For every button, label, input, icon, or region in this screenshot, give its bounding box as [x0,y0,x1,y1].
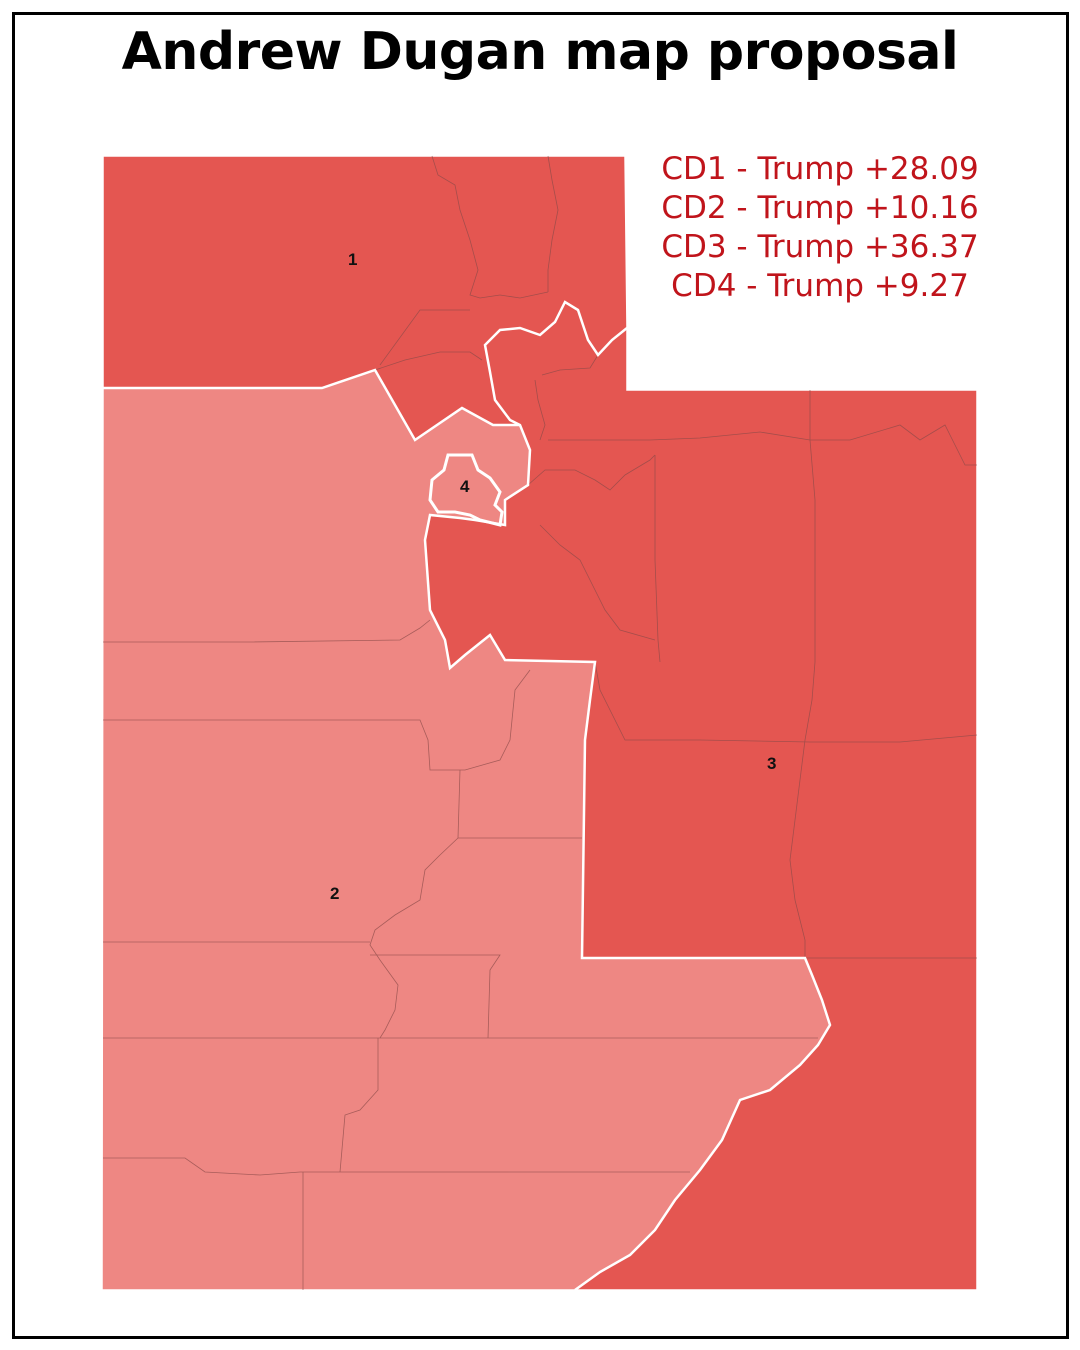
map-title: Andrew Dugan map proposal [121,22,959,82]
legend-cd2: CD2 - Trump +10.16 [661,190,979,226]
district-3-label: 3 [767,754,776,773]
district-4-label: 4 [460,477,470,496]
results-legend: CD1 - Trump +28.09 CD2 - Trump +10.16 CD… [640,150,1000,306]
district-2-label: 2 [330,884,339,903]
legend-cd1: CD1 - Trump +28.09 [661,151,979,187]
county-lines [103,155,978,1290]
district-boundaries [103,300,832,1292]
legend-cd3: CD3 - Trump +36.37 [661,229,979,265]
district-1-label: 1 [348,250,357,269]
legend-cd4: CD4 - Trump +9.27 [671,268,969,304]
